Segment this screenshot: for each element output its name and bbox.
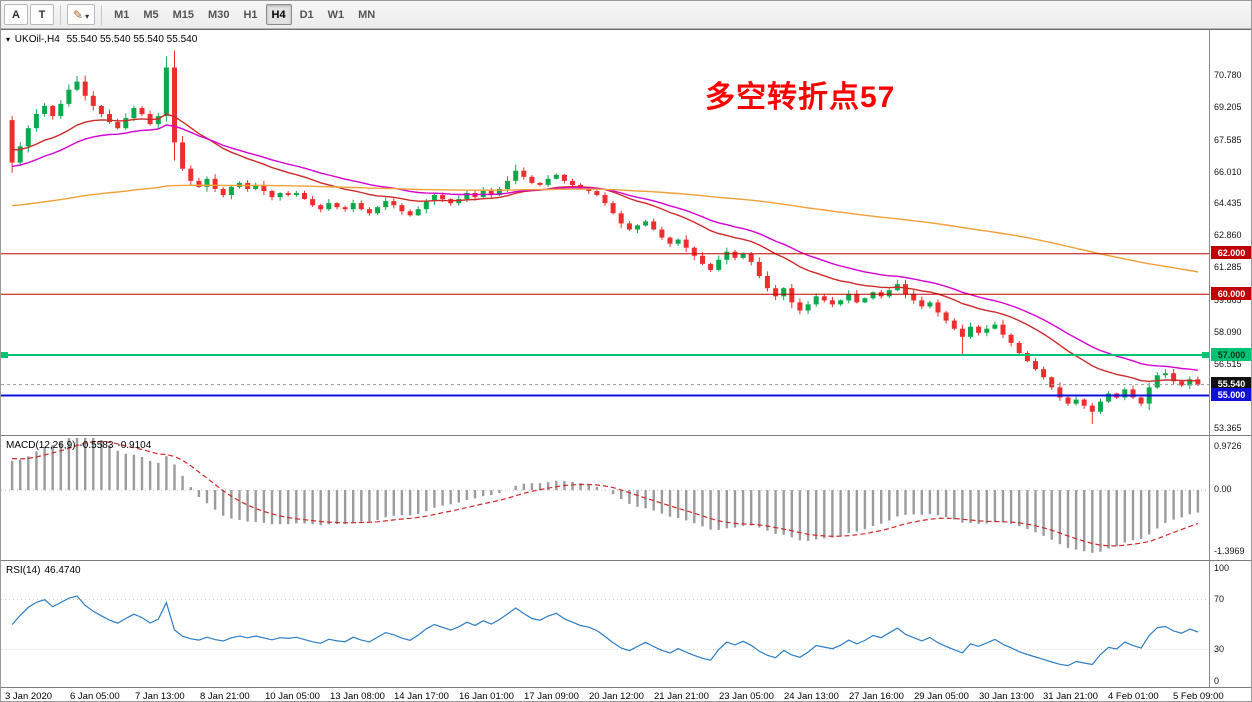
time-axis-label: 27 Jan 16:00	[849, 691, 904, 702]
time-axis-label: 7 Jan 13:00	[135, 691, 185, 702]
toolbar-separator	[101, 4, 103, 25]
time-axis-label: 16 Jan 01:00	[459, 691, 514, 702]
price-tick: 62.860	[1214, 230, 1242, 240]
time-axis-label: 10 Jan 05:00	[265, 691, 320, 702]
chart-area: ▾ UKOil-,H4 55.540 55.540 55.540 55.540 …	[1, 29, 1251, 702]
time-axis-label: 24 Jan 13:00	[784, 691, 839, 702]
ma-slow-orange	[12, 184, 1199, 273]
rsi-tick: 0	[1214, 676, 1220, 686]
price-tick: 58.090	[1214, 327, 1242, 337]
price-tick: 53.365	[1214, 423, 1242, 433]
rsi-tick: 100	[1214, 563, 1230, 573]
tf-button-mn[interactable]: MN	[352, 4, 381, 25]
price-tick: 61.285	[1214, 262, 1242, 272]
ma-mid-magenta	[11, 124, 1198, 371]
macd-label: MACD(12,26,9) -0.5583 -0.9104	[6, 440, 155, 451]
macd-tick: 0.9726	[1214, 441, 1242, 451]
time-axis-label: 13 Jan 08:00	[330, 691, 385, 702]
macd-axis[interactable]: 0.9726 0.00 -1.3969	[1209, 436, 1251, 560]
rsi-tick: 30	[1214, 644, 1225, 654]
tf-button-m30[interactable]: M30	[202, 4, 235, 25]
price-chart-canvas[interactable]	[1, 31, 1209, 435]
axis-badge-57.000: 57.000	[1211, 348, 1251, 361]
price-tick: 70.780	[1214, 70, 1242, 80]
rsi-panel: RSI(14) 46.4740 100 70 30 0	[1, 560, 1251, 687]
macd-histogram	[10, 438, 1200, 553]
price-tick: 59.665	[1214, 295, 1242, 305]
macd-value-signal: -0.9104	[117, 440, 152, 451]
caret-down-icon: ▾	[85, 11, 90, 21]
time-axis-label: 23 Jan 05:00	[719, 691, 774, 702]
price-tick: 64.435	[1214, 198, 1242, 208]
time-axis-label: 17 Jan 09:00	[524, 691, 579, 702]
time-axis-label: 14 Jan 17:00	[394, 691, 449, 702]
time-axis-label: 4 Feb 01:00	[1108, 691, 1159, 702]
macd-value-main: -0.5583	[79, 440, 114, 451]
time-axis-label: 8 Jan 21:00	[200, 691, 250, 702]
hline-left-mark	[1, 352, 8, 358]
macd-tick: 0.00	[1214, 484, 1232, 494]
time-axis-label: 6 Jan 05:00	[70, 691, 120, 702]
annotation-text[interactable]: 多空转折点57	[705, 81, 896, 114]
axis-badge-55.540: 55.540	[1211, 377, 1251, 390]
price-tick: 66.010	[1214, 167, 1242, 177]
rsi-tick: 70	[1214, 594, 1225, 604]
tf-button-d1[interactable]: D1	[294, 4, 320, 25]
time-axis-label: 30 Jan 13:00	[979, 691, 1034, 702]
rsi-canvas[interactable]	[1, 562, 1209, 687]
price-axis[interactable]: 70.780 69.205 67.585 66.010 64.435 62.860 61.2…	[1209, 30, 1251, 435]
colors-tool-button[interactable]: ✎ ▾	[67, 4, 96, 25]
price-tick: 69.205	[1214, 102, 1242, 112]
tf-button-m5[interactable]: M5	[137, 4, 164, 25]
tf-button-m15[interactable]: M15	[167, 4, 200, 25]
price-panel: ▾ UKOil-,H4 55.540 55.540 55.540 55.540 …	[1, 30, 1251, 435]
rsi-line	[11, 595, 1199, 667]
chart-ohlc: 55.540 55.540 55.540 55.540	[66, 34, 198, 45]
toolbar-separator	[60, 4, 61, 25]
tf-button-m1[interactable]: M1	[108, 4, 135, 25]
macd-panel: MACD(12,26,9) -0.5583 -0.9104 0.9726 0.00 -1…	[1, 435, 1251, 560]
time-axis-label: 21 Jan 21:00	[654, 691, 709, 702]
arrow-tool-button[interactable]: A	[4, 4, 28, 25]
time-axis-label: 3 Jan 2020	[5, 691, 53, 702]
axis-badge-62.000: 62.000	[1211, 246, 1251, 259]
toolbar: A T ✎ ▾ M1 M5 M15 M30 H1 H4 D1 W1 MN	[1, 1, 1251, 29]
time-axis-label: 20 Jan 12:00	[589, 691, 644, 702]
chart-title: ▾ UKOil-,H4 55.540 55.540 55.540 55.540	[6, 34, 201, 45]
time-axis[interactable]: 3 Jan 2020 6 Jan 05:00 7 Jan 13:00 8 Jan 21…	[1, 687, 1251, 702]
rsi-value: 46.4740	[44, 565, 81, 576]
hline-right-mark	[1202, 352, 1209, 358]
macd-tick: -1.3969	[1214, 546, 1245, 556]
tf-button-w1[interactable]: W1	[322, 4, 351, 25]
macd-name: MACD(12,26,9)	[6, 440, 76, 451]
chart-caret-icon[interactable]: ▾	[6, 35, 11, 44]
pencil-icon: ✎	[73, 7, 84, 22]
timeframe-group: M1 M5 M15 M30 H1 H4 D1 W1 MN	[108, 4, 381, 25]
tf-button-h1[interactable]: H1	[237, 4, 263, 25]
macd-canvas[interactable]	[1, 437, 1209, 560]
tf-button-h4[interactable]: H4	[265, 4, 292, 25]
macd-signal-line	[12, 440, 1199, 547]
price-tick: 56.515	[1214, 359, 1242, 369]
time-axis-label: 5 Feb 09:00	[1173, 691, 1224, 702]
axis-badge-55.000: 55.000	[1211, 388, 1251, 401]
ma-fast-red	[12, 113, 1198, 383]
rsi-name: RSI(14)	[6, 565, 41, 576]
price-tick: 67.585	[1214, 135, 1242, 145]
axis-badge-60.000: 60.000	[1211, 287, 1251, 300]
chart-symbol: UKOil-,H4	[14, 34, 60, 45]
tools-group: A T ✎ ▾	[4, 4, 96, 25]
text-tool-button[interactable]: T	[30, 4, 54, 25]
time-axis-label: 29 Jan 05:00	[914, 691, 969, 702]
time-axis-label: 31 Jan 21:00	[1043, 691, 1098, 702]
rsi-axis[interactable]: 100 70 30 0	[1209, 561, 1251, 687]
rsi-label: RSI(14) 46.4740	[6, 565, 85, 576]
